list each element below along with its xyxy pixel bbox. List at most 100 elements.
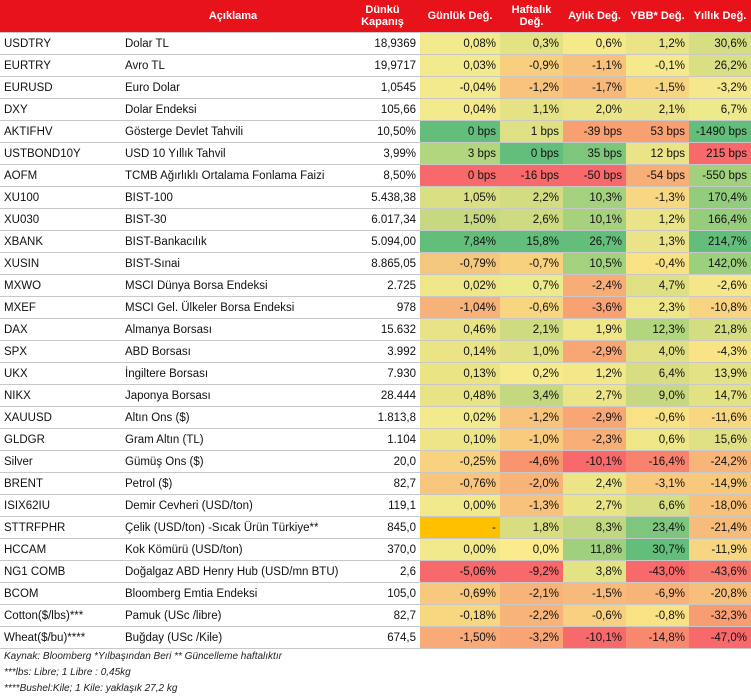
table-row: GLDGR Gram Altın (TL) 1.104 0,10% -1,0% -2,3%… [0,428,751,451]
cell-weekly-change: 2,1% [500,318,563,341]
footnote-bushel: ****Bushel:Kile; 1 Kile: yaklaşık 27,2 k… [4,683,178,694]
cell-close: 6.017,34 [345,208,420,231]
table-row: XU100 BIST-100 5.438,38 1,05% 2,2% 10,3% -1,3%… [0,186,751,209]
cell-close: 1.813,8 [345,406,420,429]
cell-weekly-change: -0,7% [500,252,563,275]
cell-monthly-change: -10,1% [563,450,626,473]
cell-daily-change: 0,04% [420,98,500,121]
cell-monthly-change: 0,6% [563,32,626,55]
cell-daily-change: -1,50% [420,626,500,649]
cell-description: Bloomberg Emtia Endeksi [121,582,345,605]
cell-weekly-change: -0,9% [500,54,563,77]
cell-yearly-change: 15,6% [689,428,751,451]
cell-close: 18,9369 [345,32,420,55]
cell-weekly-change: -1,2% [500,76,563,99]
table-row: XAUUSD Altın Ons ($) 1.813,8 0,02% -1,2% -2,9… [0,406,751,429]
cell-symbol: UKX [0,362,121,385]
cell-ytd-change: 23,4% [626,516,689,539]
cell-daily-change: -0,79% [420,252,500,275]
footnote-lbs: ***lbs: Libre; 1 Libre : 0,45kg [4,667,131,678]
cell-daily-change: 0,10% [420,428,500,451]
cell-weekly-change: 0,0% [500,538,563,561]
cell-description: BIST-Sınai [121,252,345,275]
cell-monthly-change: -2,4% [563,274,626,297]
cell-weekly-change: -2,2% [500,604,563,627]
table-row: EURTRY Avro TL 19,9717 0,03% -0,9% -1,1% -0,1%… [0,54,751,77]
cell-close: 119,1 [345,494,420,517]
cell-symbol: Silver [0,450,121,473]
table-row: BCOM Bloomberg Emtia Endeksi 105,0 -0,69% -2… [0,582,751,605]
cell-ytd-change: 1,2% [626,32,689,55]
cell-ytd-change: 1,2% [626,208,689,231]
cell-monthly-change: 8,3% [563,516,626,539]
cell-ytd-change: -6,9% [626,582,689,605]
cell-yearly-change: 142,0% [689,252,751,275]
cell-symbol: USDTRY [0,32,121,55]
footnotes: Kaynak: Bloomberg *Yılbaşından Beri ** G… [0,649,751,697]
cell-daily-change: -0,18% [420,604,500,627]
cell-monthly-change: 35 bps [563,142,626,165]
cell-description: USD 10 Yıllık Tahvil [121,142,345,165]
cell-ytd-change: -1,3% [626,186,689,209]
cell-close: 19,9717 [345,54,420,77]
header-daily-change: Günlük Değ. [420,0,500,33]
cell-description: BIST-100 [121,186,345,209]
cell-symbol: HCCAM [0,538,121,561]
cell-symbol: ISIX62IU [0,494,121,517]
cell-weekly-change: 3,4% [500,384,563,407]
table-row: Silver Gümüş Ons ($) 20,0 -0,25% -4,6% -10,1%… [0,450,751,473]
cell-weekly-change: -1,0% [500,428,563,451]
cell-daily-change: 0,46% [420,318,500,341]
cell-close: 5.438,38 [345,186,420,209]
cell-description: BIST-30 [121,208,345,231]
cell-daily-change: 0,02% [420,274,500,297]
cell-description: Demir Cevheri (USD/ton) [121,494,345,517]
cell-monthly-change: 1,2% [563,362,626,385]
cell-description: Gümüş Ons ($) [121,450,345,473]
cell-yearly-change: 13,9% [689,362,751,385]
cell-description: Avro TL [121,54,345,77]
cell-weekly-change: 15,8% [500,230,563,253]
table-row: USTBOND10Y USD 10 Yıllık Tahvil 3,99% 3 bps… [0,142,751,165]
cell-close: 7.930 [345,362,420,385]
header-weekly-change: Haftalık Değ. [500,0,563,33]
cell-description: Petrol ($) [121,472,345,495]
cell-ytd-change: 9,0% [626,384,689,407]
cell-daily-change: 0,08% [420,32,500,55]
cell-ytd-change: -43,0% [626,560,689,583]
header-yearly-change: Yıllık Değ. [689,0,751,33]
cell-symbol: DAX [0,318,121,341]
cell-symbol: GLDGR [0,428,121,451]
cell-weekly-change: -2,0% [500,472,563,495]
cell-description: BIST-Bankacılık [121,230,345,253]
cell-yearly-change: 26,2% [689,54,751,77]
cell-daily-change: -0,69% [420,582,500,605]
cell-yearly-change: -14,9% [689,472,751,495]
cell-monthly-change: 2,0% [563,98,626,121]
cell-symbol: XU100 [0,186,121,209]
cell-monthly-change: -2,9% [563,340,626,363]
cell-description: Çelik (USD/ton) -Sıcak Ürün Türkiye** [121,516,345,539]
cell-close: 674,5 [345,626,420,649]
cell-ytd-change: -0,1% [626,54,689,77]
cell-daily-change: 0,48% [420,384,500,407]
cell-yearly-change: 166,4% [689,208,751,231]
cell-yearly-change: -32,3% [689,604,751,627]
cell-close: 105,0 [345,582,420,605]
cell-monthly-change: 1,9% [563,318,626,341]
cell-ytd-change: 1,3% [626,230,689,253]
table-row: XUSIN BIST-Sınai 8.865,05 -0,79% -0,7% 10,5% -… [0,252,751,275]
cell-symbol: EURTRY [0,54,121,77]
cell-description: Japonya Borsası [121,384,345,407]
cell-daily-change: 0,03% [420,54,500,77]
cell-daily-change: 0,14% [420,340,500,363]
cell-ytd-change: 2,3% [626,296,689,319]
cell-weekly-change: -2,1% [500,582,563,605]
cell-yearly-change: -10,8% [689,296,751,319]
cell-symbol: USTBOND10Y [0,142,121,165]
cell-description: Gram Altın (TL) [121,428,345,451]
cell-description: Doğalgaz ABD Henry Hub (USD/mn BTU) [121,560,345,583]
header-description: Açıklama [121,0,345,33]
cell-description: TCMB Ağırlıklı Ortalama Fonlama Faizi [121,164,345,187]
cell-symbol: EURUSD [0,76,121,99]
